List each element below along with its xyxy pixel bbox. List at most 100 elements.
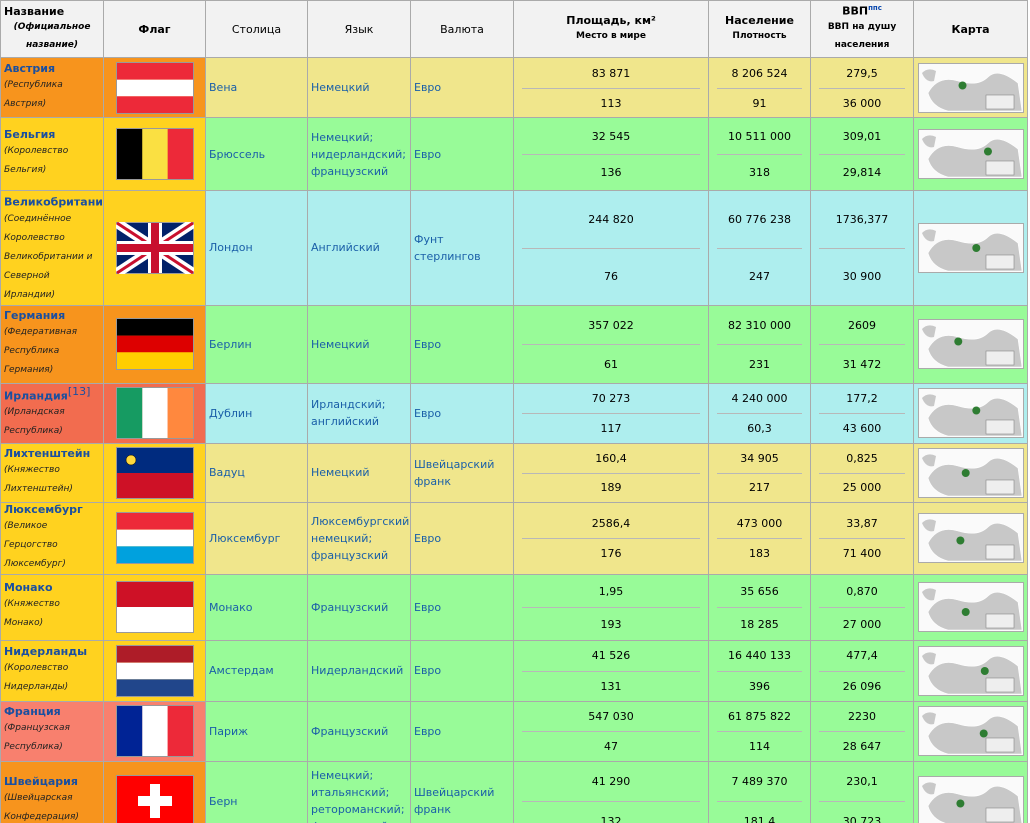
capital-cell: Брюссель — [205, 117, 308, 191]
language-link[interactable]: Английский — [311, 241, 380, 255]
header-cell[interactable]: Название (Официальное название) — [0, 0, 104, 58]
population-value: 34 905 — [717, 444, 802, 474]
area-cell: 244 820 76 — [513, 190, 709, 306]
header-sup[interactable]: ппс — [868, 4, 882, 13]
country-name[interactable]: Франция — [4, 705, 61, 719]
header-cell[interactable]: Столица — [205, 0, 308, 58]
country-row: Австрия (Республика Австрия) Вена Немецкий Е… — [0, 57, 1028, 118]
flag — [115, 581, 194, 634]
capital-link[interactable]: Париж — [209, 724, 249, 738]
population-value: 60 776 238 — [717, 192, 802, 249]
language-link[interactable]: Немецкий; итальянский; ретороманский; фр… — [311, 769, 405, 823]
map-cell — [913, 190, 1028, 306]
value-stack: 32 545 136 — [515, 119, 708, 190]
currency-link[interactable]: Евро — [414, 337, 442, 351]
gdp_pc-value: 71 400 — [842, 546, 882, 560]
map-cell — [913, 117, 1028, 191]
capital-link[interactable]: Дублин — [209, 406, 253, 420]
gdp-value: 2609 — [819, 306, 905, 346]
capital-link[interactable]: Вена — [209, 81, 238, 94]
capital-link[interactable]: Берн — [209, 794, 238, 808]
capital-link[interactable]: Брюссель — [209, 147, 266, 161]
currency-link[interactable]: Евро — [414, 81, 442, 94]
header-cell[interactable]: Карта — [913, 0, 1028, 58]
reference[interactable]: [13] — [67, 384, 91, 398]
population-value: 7 489 370 — [717, 762, 802, 803]
currency-link[interactable]: Евро — [414, 664, 442, 678]
value-stack: 10 511 000 318 — [710, 119, 810, 190]
country-name[interactable]: Германия — [4, 308, 66, 322]
language-link[interactable]: Ирландский; английский — [311, 398, 386, 429]
capital-link[interactable]: Монако — [209, 600, 253, 614]
country-row: Нидерланды (Королевство Нидерланды) Амстер… — [0, 639, 1028, 702]
currency-link[interactable]: Евро — [414, 600, 442, 614]
capital-link[interactable]: Амстердам — [209, 664, 274, 678]
capital-cell: Берлин — [205, 304, 308, 384]
population-cell: 8 206 524 91 — [708, 57, 811, 118]
country-name[interactable]: Ирландия — [4, 389, 68, 403]
capital-link[interactable]: Вадуц — [209, 466, 245, 480]
header-cell[interactable]: Язык — [307, 0, 411, 58]
capital-link[interactable]: Берлин — [209, 337, 252, 351]
map-land — [921, 325, 936, 338]
flag-cross — [116, 222, 193, 273]
header-cell[interactable]: Флаг — [103, 0, 206, 58]
capital-link[interactable]: Люксембург — [209, 531, 281, 545]
language-link[interactable]: Люксембургский; немецкий; французский — [311, 514, 411, 562]
language-link[interactable]: Немецкий — [311, 337, 370, 351]
country-name[interactable]: Люксембург — [4, 502, 83, 516]
language-link[interactable]: Нидерландский — [311, 664, 404, 678]
header-cell[interactable]: Население Плотность — [708, 0, 811, 58]
currency-cell: Евро — [410, 304, 514, 384]
map-land — [921, 712, 936, 725]
capital-link[interactable]: Лондон — [209, 241, 253, 255]
map-land — [921, 652, 936, 664]
header-cell[interactable]: Валюта — [410, 0, 514, 58]
language-link[interactable]: Немецкий — [311, 466, 370, 480]
map-country — [961, 468, 970, 477]
country-name[interactable]: Великобритания — [4, 195, 104, 209]
official-name: (Королевство Бельгия) — [4, 146, 69, 175]
official-name: (Швейцарская Конфедерация) — [4, 793, 79, 823]
language-link[interactable]: Французский — [311, 724, 389, 738]
currency-link[interactable]: Евро — [414, 406, 442, 420]
header-text: Флаг — [138, 22, 171, 36]
currency-link[interactable]: Фунт стерлингов — [414, 232, 481, 263]
language-link[interactable]: Немецкий — [311, 81, 370, 94]
gdp-cell: 1736,377 30 900 — [810, 190, 914, 306]
map-land — [921, 394, 936, 407]
country-row: Швейцария (Швейцарская Конфедерация) Берн Н… — [0, 760, 1028, 823]
gdp-value: 0,825 — [819, 444, 905, 474]
country-row: Монако (Княжество Монако) Монако Французски… — [0, 573, 1028, 641]
population-cell: 60 776 238 247 — [708, 190, 811, 306]
currency-link[interactable]: Швейцарский франк — [414, 457, 495, 488]
flag-stripe — [116, 335, 193, 353]
header-cell[interactable]: ВВПппс ВВП на душу населения — [810, 0, 914, 58]
currency-link[interactable]: Евро — [414, 531, 442, 545]
value-stack: 0,870 27 000 — [812, 575, 913, 639]
flag-stripe — [116, 645, 193, 663]
currency-link[interactable]: Евро — [414, 147, 442, 161]
gdp-cell: 309,01 29,814 — [810, 117, 914, 191]
language-link[interactable]: Французский — [311, 600, 389, 614]
country-name[interactable]: Монако — [4, 581, 53, 595]
map — [917, 388, 1024, 439]
value-stack: 2230 28 647 — [812, 702, 913, 760]
value-stack: 160,4 189 — [515, 444, 708, 501]
currency-link[interactable]: Евро — [414, 724, 442, 738]
area-value: 41 526 — [522, 641, 700, 672]
country-name[interactable]: Бельгия — [4, 128, 56, 141]
country-name[interactable]: Австрия — [4, 61, 56, 75]
official-name: (Федеративная Республика Германия) — [4, 326, 77, 375]
map-inset — [985, 94, 1014, 109]
flag-stripe — [116, 352, 193, 370]
country-name[interactable]: Нидерланды — [4, 644, 88, 658]
value-stack: 83 871 113 — [515, 59, 708, 117]
area_rank-value: 117 — [600, 422, 622, 436]
value-stack: 34 905 217 — [710, 444, 810, 501]
country-name[interactable]: Лихтенштейн — [4, 446, 91, 460]
currency-link[interactable]: Швейцарский франк — [414, 786, 495, 817]
language-link[interactable]: Немецкий; нидерландский; французский — [311, 130, 406, 178]
header-cell[interactable]: Площадь, км² Место в мире — [513, 0, 709, 58]
country-name[interactable]: Швейцария — [4, 775, 78, 789]
